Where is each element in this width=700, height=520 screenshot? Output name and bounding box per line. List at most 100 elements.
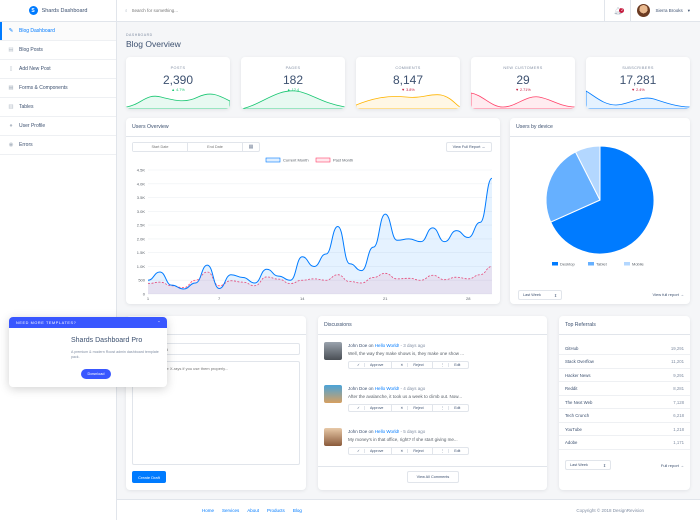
brand[interactable]: S Shards Dashboard bbox=[0, 0, 116, 22]
reject-label: Reject bbox=[413, 449, 424, 453]
legend-swatch bbox=[624, 262, 630, 266]
approve-button[interactable]: ✓ Approve bbox=[349, 362, 393, 368]
reject-button[interactable]: ✕ Reject bbox=[392, 405, 433, 411]
footer-link-blog[interactable]: Blog bbox=[292, 507, 302, 513]
card-title: Top Referrals bbox=[559, 316, 690, 335]
caret-down-icon: ▾ bbox=[687, 7, 690, 13]
comment-actions: ✓ Approve ✕ Reject ⋮ Edit bbox=[348, 447, 470, 455]
footer-link-home[interactable]: Home bbox=[202, 507, 215, 513]
start-date-input[interactable] bbox=[133, 143, 188, 151]
end-date-input[interactable] bbox=[188, 143, 243, 151]
calendar-icon[interactable]: ▦ bbox=[248, 144, 254, 150]
range-select[interactable]: Last Week ⇕ bbox=[565, 460, 611, 470]
sidebar-item-forms-components[interactable]: ▦ Forms & Components bbox=[0, 79, 116, 98]
on-text: on bbox=[368, 429, 374, 434]
posts-icon: ▤ bbox=[8, 47, 14, 53]
sidebar-item-label: Forms & Components bbox=[19, 85, 68, 91]
reject-button[interactable]: ✕ Reject bbox=[392, 362, 433, 368]
users-overview-card: Users Overview ▦ View Full Report → 0 500… bbox=[126, 118, 500, 304]
notifications-button[interactable]: 🔔︎ 2 bbox=[604, 0, 630, 22]
footer-link-about[interactable]: About bbox=[247, 507, 260, 513]
reject-label: Reject bbox=[413, 363, 424, 367]
download-button[interactable]: Download bbox=[81, 369, 111, 379]
sidebar-item-tables[interactable]: ▥ Tables bbox=[0, 98, 116, 117]
referral-row: Reddit 8,281 bbox=[559, 383, 690, 396]
divider bbox=[318, 466, 547, 467]
discussion-heading: John Doe on Hello World! - 3 days ago bbox=[348, 343, 425, 348]
collapse-icon[interactable]: ⌃ bbox=[157, 321, 161, 325]
promo-text: A premium & modern Roost admin dashboard… bbox=[71, 350, 159, 359]
user-menu[interactable]: Sierra Brooks ▾ bbox=[630, 0, 700, 22]
y-tick-label: 500 bbox=[138, 278, 145, 283]
footer-link-products[interactable]: Products bbox=[267, 507, 285, 513]
post-link[interactable]: Hello World! bbox=[374, 429, 400, 434]
post-link[interactable]: Hello World! bbox=[374, 386, 400, 391]
discussion-heading: John Doe on Hello World! - 5 days ago bbox=[348, 429, 425, 434]
sidebar-item-blog-dashboard[interactable]: ✎ Blog Dashboard bbox=[0, 22, 116, 41]
stat-card-pages: PAGES 182 ▲ 12.4 bbox=[241, 57, 345, 109]
reject-button[interactable]: ✕ Reject bbox=[392, 448, 433, 454]
full-report-link[interactable]: Full report → bbox=[660, 463, 684, 468]
y-tick-label: 3.5K bbox=[137, 195, 146, 200]
discussion-heading: John Doe on Hello World! - 4 days ago bbox=[348, 386, 425, 391]
avatar bbox=[324, 385, 342, 403]
more-icon: ⋮ bbox=[437, 406, 450, 410]
edit-button[interactable]: ⋮ Edit bbox=[433, 405, 469, 411]
create-draft-button[interactable]: Create Draft bbox=[132, 471, 166, 483]
pie-slice bbox=[574, 145, 601, 201]
approve-button[interactable]: ✓ Approve bbox=[349, 405, 393, 411]
stat-sparkline bbox=[126, 93, 230, 109]
y-tick-label: 1.5K bbox=[137, 250, 146, 255]
arrow-down-icon: ▼ bbox=[401, 88, 406, 92]
referral-row: Adobe 1,171 bbox=[559, 437, 690, 450]
on-text: on bbox=[368, 343, 374, 348]
top-referrals-card: Top Referrals GitHub 19,291 Stack Overflow… bbox=[559, 316, 690, 490]
stat-change-value: 3.8% bbox=[406, 88, 415, 92]
author: John Doe bbox=[348, 429, 368, 434]
edit-button[interactable]: ⋮ Edit bbox=[433, 362, 469, 368]
user-name: Sierra Brooks bbox=[655, 8, 683, 13]
sidebar-item-label: Blog Posts bbox=[19, 47, 43, 53]
sidebar-item-label: Add New Post bbox=[19, 66, 51, 72]
pie-slice bbox=[545, 151, 601, 223]
sidebar-item-user-profile[interactable]: ● User Profile bbox=[0, 117, 116, 136]
legend-swatch bbox=[265, 157, 281, 163]
stat-change-value: 4.7% bbox=[176, 88, 185, 92]
edit-button[interactable]: ⋮ Edit bbox=[433, 448, 469, 454]
post-link[interactable]: Hello World! bbox=[374, 343, 400, 348]
stat-sparkline bbox=[241, 90, 345, 109]
sidebar-item-add-new-post[interactable]: ▯ Add New Post bbox=[0, 60, 116, 79]
notification-badge: 2 bbox=[619, 7, 625, 13]
range-select-value: Last Week bbox=[570, 463, 588, 467]
referral-name: Adobe bbox=[565, 440, 578, 445]
stat-change-value: 2.4% bbox=[636, 88, 645, 92]
view-full-report-link[interactable]: View full report → bbox=[652, 292, 685, 297]
stat-card-new-customers: NEW CUSTOMERS 29 ▼ 2.71% bbox=[471, 57, 575, 109]
view-all-comments-button[interactable]: View All Comments bbox=[407, 471, 459, 483]
view-full-report-button[interactable]: View Full Report → bbox=[446, 142, 492, 152]
approve-label: Approve bbox=[370, 363, 384, 367]
check-icon: ✓ bbox=[353, 406, 366, 410]
range-select[interactable]: Last Week ⇕ bbox=[518, 290, 562, 300]
sidebar-item-blog-posts[interactable]: ▤ Blog Posts bbox=[0, 41, 116, 60]
updown-icon: ⇕ bbox=[602, 463, 606, 468]
card-title: Users Overview bbox=[126, 118, 500, 137]
stat-value: 8,147 bbox=[392, 73, 424, 87]
approve-button[interactable]: ✓ Approve bbox=[349, 448, 393, 454]
draft-title-input[interactable] bbox=[132, 343, 300, 355]
users-overview-chart: 0 500 1.0K 1.5K 2.0K 2.5K 3.0K 3.5K 4.0K 4.5K 1 7 14… bbox=[137, 157, 493, 301]
search-bar: ⌕ bbox=[117, 8, 604, 13]
comment-text: After the avalanche, it took us a week t… bbox=[348, 394, 463, 399]
footer-link-services[interactable]: Services bbox=[222, 507, 240, 513]
stat-label: SUBSCRIBERS bbox=[622, 66, 654, 70]
arrow-up-icon: ▲ bbox=[171, 88, 176, 92]
stat-change: ▼ 2.71% bbox=[471, 88, 575, 92]
stat-value: 2,390 bbox=[162, 73, 194, 87]
search-input[interactable] bbox=[131, 8, 332, 13]
card-title bbox=[126, 316, 306, 335]
promo-header: NEED MORE TEMPLATES? ⌃ bbox=[9, 317, 167, 328]
y-tick-label: 3.0K bbox=[137, 209, 146, 214]
promo-header-text: NEED MORE TEMPLATES? bbox=[16, 320, 77, 325]
reject-label: Reject bbox=[413, 406, 424, 410]
sidebar-item-errors[interactable]: ◉ Errors bbox=[0, 136, 116, 155]
